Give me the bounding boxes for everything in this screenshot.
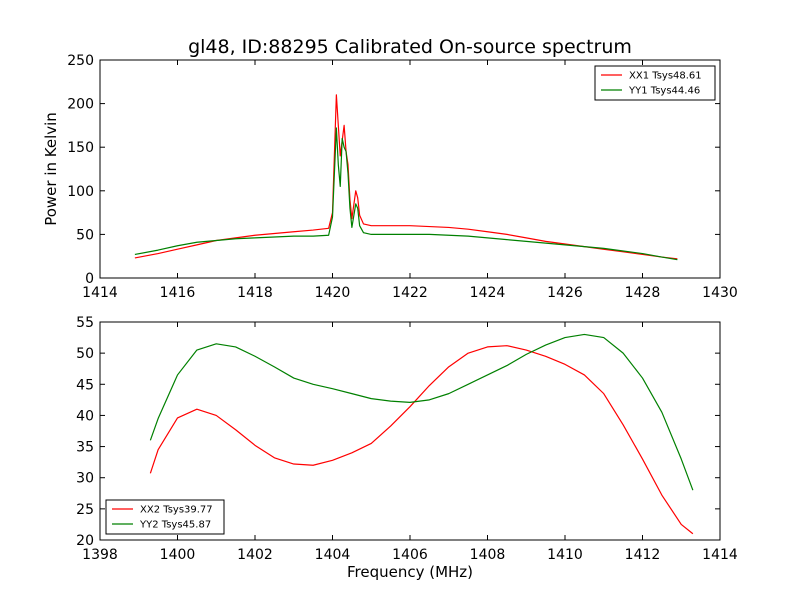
x-tick-label: 1426 [547, 285, 583, 301]
chart-panel-2: 1398 1400 1402 1404 1406 1408 1410 1412 1414 20 25… [76, 315, 738, 563]
y-tick-label: 25 [76, 502, 94, 518]
series-line-2 [149, 333, 694, 491]
y-tick-label: 40 [76, 408, 94, 424]
y-tick-label: 30 [76, 471, 94, 487]
x-tick-label: 1414 [82, 285, 118, 301]
y-tick-label: 50 [76, 227, 94, 243]
legend-label: XX1 Tsys48.61 [629, 71, 702, 82]
x-tick-label: 1428 [625, 285, 661, 301]
series-line-1 [134, 94, 678, 260]
legend-box [594, 65, 716, 101]
legend-label: YY1 Tsys44.46 [628, 86, 700, 97]
x-tick-label: 1400 [160, 547, 196, 563]
legend-box [105, 499, 225, 535]
series-line-1 [149, 345, 694, 535]
x-tick-label: 1422 [392, 285, 428, 301]
y-tick-label: 100 [67, 184, 94, 200]
x-tick-label: 1424 [470, 285, 506, 301]
x-axis-label: Frequency (MHz) [347, 563, 473, 581]
y-tick-label: 45 [76, 377, 94, 393]
x-tick-label: 1398 [82, 547, 118, 563]
y-tick-label: 200 [67, 97, 94, 113]
x-tick-label: 1414 [702, 547, 738, 563]
x-tick-label: 1402 [237, 547, 273, 563]
x-tick-label: 1416 [160, 285, 196, 301]
x-tick-label: 1430 [702, 285, 738, 301]
x-tick-label: 1404 [315, 547, 351, 563]
y-tick-label: 250 [67, 53, 94, 69]
x-tick-label: 1408 [470, 547, 506, 563]
legend: XX1 Tsys48.61 YY1 Tsys44.46 [594, 65, 716, 101]
x-tick-label: 1412 [625, 547, 661, 563]
x-tick-label: 1418 [237, 285, 273, 301]
y-tick-label: 0 [85, 271, 94, 287]
y-tick-label: 20 [76, 533, 94, 549]
y-tick-label: 55 [76, 315, 94, 331]
legend: XX2 Tsys39.77 YY2 Tsys45.87 [105, 499, 225, 535]
chart-panel-1: 1414 1416 1418 1420 1422 1424 1426 1428 1430 0 50 1… [42, 53, 738, 301]
y-tick-label: 150 [67, 140, 94, 156]
x-tick-label: 1420 [315, 285, 351, 301]
y-tick-label: 35 [76, 440, 94, 456]
series-line-2 [134, 127, 678, 261]
y-tick-label: 50 [76, 346, 94, 362]
x-tick-label: 1406 [392, 547, 428, 563]
legend-label: XX2 Tsys39.77 [140, 505, 213, 516]
y-axis-label: Power in Kelvin [42, 112, 60, 226]
chart-title: gl48, ID:88295 Calibrated On-source spec… [188, 36, 632, 58]
x-tick-label: 1410 [547, 547, 583, 563]
legend-label: YY2 Tsys45.87 [139, 520, 211, 531]
